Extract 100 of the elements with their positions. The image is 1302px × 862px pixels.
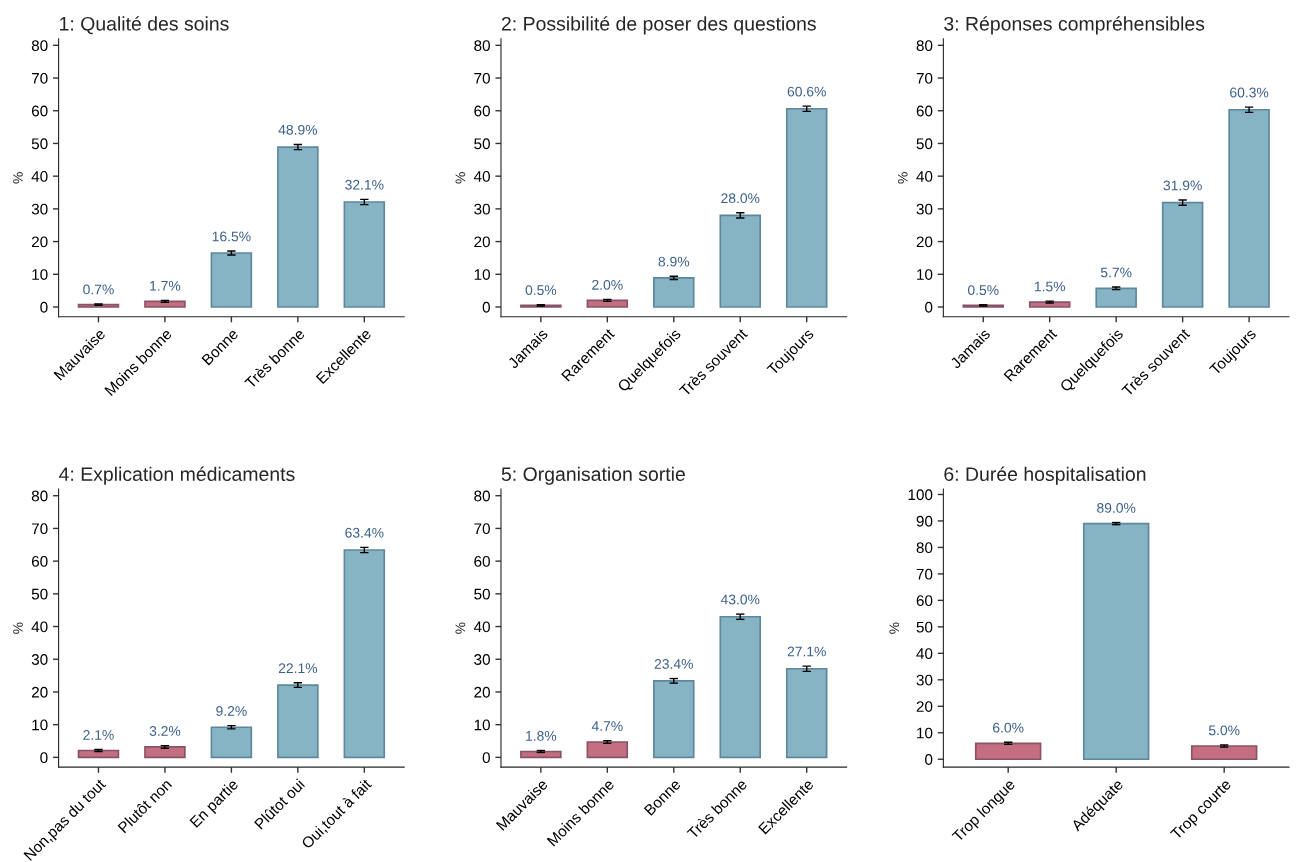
y-tick-label: 70 xyxy=(474,523,490,535)
y-tick-label: 60 xyxy=(31,105,48,117)
y-tick-label: 60 xyxy=(916,105,933,117)
y-tick-label: 60 xyxy=(474,555,490,567)
chart-title: 6: Durée hospitalisation xyxy=(944,466,1146,485)
y-tick-label: 80 xyxy=(474,490,490,502)
y-tick-label: 10 xyxy=(917,269,933,280)
data-label: 3.2% xyxy=(149,726,181,736)
y-tick-label: 60 xyxy=(31,555,48,567)
data-label: 0.5% xyxy=(967,285,999,295)
bar xyxy=(1028,301,1071,308)
y-tick-label: 50 xyxy=(474,588,490,600)
bar xyxy=(520,750,562,759)
chart-title: 3: Réponses compréhensibles xyxy=(944,16,1205,35)
y-tick-label: 70 xyxy=(916,568,933,580)
data-label: 28.0% xyxy=(721,193,760,204)
bar xyxy=(1190,745,1258,761)
y-tick-label: 30 xyxy=(31,654,48,665)
bar xyxy=(719,214,762,308)
y-tick-label: 70 xyxy=(916,72,933,84)
data-label: 5.0% xyxy=(1208,725,1240,736)
y-tick-label: 20 xyxy=(474,686,490,698)
bar xyxy=(210,726,253,759)
data-label: 6.0% xyxy=(993,722,1024,733)
data-label: 4.7% xyxy=(591,721,623,731)
y-tick-label: 40 xyxy=(473,621,490,633)
y-tick-label: 20 xyxy=(916,701,933,712)
bar xyxy=(719,615,762,759)
y-tick-label: 40 xyxy=(31,621,48,633)
y-tick-label: 60 xyxy=(474,105,490,117)
bar xyxy=(77,749,120,759)
bar xyxy=(343,549,386,759)
y-tick-label: 30 xyxy=(474,654,490,665)
bar xyxy=(210,252,253,308)
bar xyxy=(1095,287,1137,308)
data-label: 0.7% xyxy=(83,284,114,295)
data-label: 22.1% xyxy=(278,663,318,674)
data-label: 1.8% xyxy=(526,730,557,741)
bar xyxy=(277,684,319,759)
y-tick-label: 30 xyxy=(31,203,48,215)
bar xyxy=(144,746,186,759)
bar xyxy=(653,679,695,759)
data-label: 31.9% xyxy=(1163,180,1202,191)
y-tick-label: 0 xyxy=(925,301,933,313)
bar xyxy=(277,146,319,308)
bar xyxy=(1082,522,1150,761)
bar xyxy=(974,742,1042,761)
bar xyxy=(785,667,828,759)
y-tick-label: 70 xyxy=(474,72,490,84)
bar xyxy=(785,107,828,308)
data-label: 1.5% xyxy=(1034,281,1066,292)
data-label: 43.0% xyxy=(720,594,760,605)
y-axis-title: % xyxy=(897,172,908,184)
data-label: 63.4% xyxy=(345,527,384,538)
bar xyxy=(586,299,629,308)
data-label: 48.9% xyxy=(278,124,318,135)
data-label: 32.1% xyxy=(345,179,384,190)
y-tick-label: 0 xyxy=(925,754,933,765)
y-tick-label: 10 xyxy=(474,719,490,731)
data-label: 89.0% xyxy=(1097,503,1136,513)
y-tick-label: 0 xyxy=(40,752,48,764)
y-tick-label: 70 xyxy=(31,523,48,535)
y-tick-label: 10 xyxy=(32,269,48,280)
data-label: 5.7% xyxy=(1100,267,1132,278)
y-tick-label: 20 xyxy=(916,236,933,248)
bar xyxy=(144,300,186,308)
y-tick-label: 20 xyxy=(474,236,490,248)
y-tick-label: 40 xyxy=(473,171,490,182)
data-label: 23.4% xyxy=(654,659,693,669)
y-tick-label: 100 xyxy=(908,489,933,501)
y-tick-label: 30 xyxy=(474,203,490,215)
y-tick-label: 10 xyxy=(917,727,933,739)
y-tick-label: 50 xyxy=(31,138,48,150)
bar xyxy=(343,201,386,308)
y-axis-title: % xyxy=(13,622,23,634)
y-tick-label: 40 xyxy=(31,171,48,182)
data-label: 1.7% xyxy=(150,280,181,291)
data-label: 0.5% xyxy=(525,285,557,295)
y-tick-label: 50 xyxy=(31,588,48,600)
y-tick-label: 80 xyxy=(916,40,933,52)
chart-title: 1: Qualité des soins xyxy=(60,16,229,35)
y-tick-label: 50 xyxy=(916,621,933,633)
data-label: 9.2% xyxy=(216,706,247,716)
y-axis-title: % xyxy=(455,622,466,634)
y-tick-label: 50 xyxy=(916,138,933,150)
data-label: 2.1% xyxy=(83,729,114,740)
y-tick-label: 80 xyxy=(916,542,933,554)
y-tick-label: 30 xyxy=(916,674,933,686)
chart-title: 5: Organisation sortie xyxy=(501,466,685,485)
y-tick-label: 80 xyxy=(474,40,490,52)
y-axis-title: % xyxy=(889,622,900,634)
data-label: 27.1% xyxy=(787,646,826,657)
data-label: 16.5% xyxy=(212,231,251,242)
data-label: 2.0% xyxy=(592,279,623,290)
y-tick-label: 80 xyxy=(31,490,48,502)
y-tick-label: 10 xyxy=(32,719,48,731)
data-label: 60.6% xyxy=(787,86,826,97)
bar xyxy=(653,277,695,308)
y-tick-label: 90 xyxy=(916,515,933,527)
y-tick-label: 80 xyxy=(31,40,48,52)
